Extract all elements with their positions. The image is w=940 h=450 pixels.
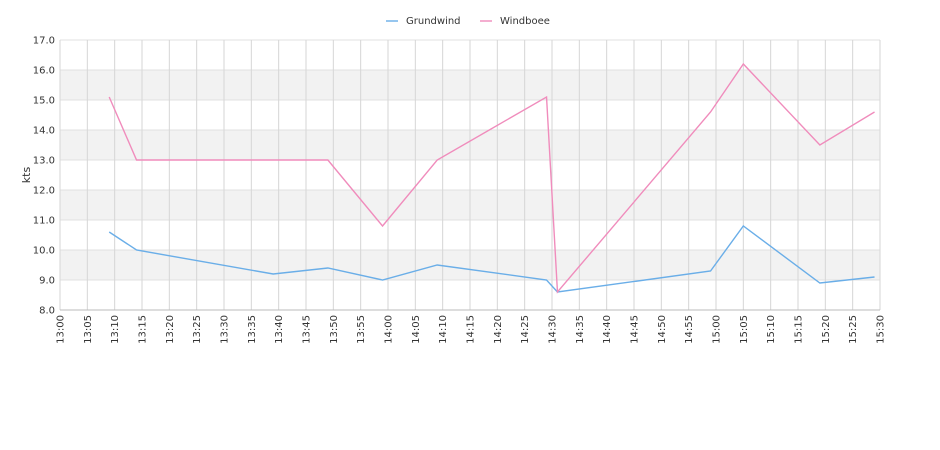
y-tick-label: 9.0 xyxy=(39,276,55,287)
y-tick-label: 8.0 xyxy=(39,306,55,317)
x-tick-label: 14:15 xyxy=(466,315,477,344)
y-tick-label: 11.0 xyxy=(33,216,55,227)
x-tick-label: 15:30 xyxy=(876,315,887,344)
line xyxy=(108,62,875,294)
legend-label: Grundwind xyxy=(406,16,461,27)
x-tick-label: 14:40 xyxy=(602,315,613,344)
x-tick-label: 14:50 xyxy=(657,315,668,344)
x-tick-label: 14:20 xyxy=(493,315,504,344)
x-tick-label: 15:00 xyxy=(712,315,723,344)
x-tick-label: 15:10 xyxy=(766,315,777,344)
x-tick-label: 13:25 xyxy=(192,315,203,344)
x-tick-label: 14:35 xyxy=(575,315,586,344)
x-tick-label: 14:25 xyxy=(520,315,531,344)
x-tick-label: 13:10 xyxy=(110,315,121,344)
x-tick-label: 14:05 xyxy=(411,315,422,344)
y-tick-label: 16.0 xyxy=(33,66,55,77)
x-tick-label: 14:30 xyxy=(548,315,559,344)
y-tick-label: 12.0 xyxy=(33,186,55,197)
x-tick-label: 13:05 xyxy=(83,315,94,344)
x-tick-label: 13:40 xyxy=(274,315,285,344)
x-tick-label: 15:15 xyxy=(794,315,805,344)
y-tick-label: 14.0 xyxy=(33,126,55,137)
x-tick-label: 13:45 xyxy=(302,315,313,344)
x-tick-label: 15:25 xyxy=(848,315,859,344)
x-tick-label: 13:30 xyxy=(220,315,231,344)
x-tick-label: 14:00 xyxy=(384,315,395,344)
y-tick-label: 10.0 xyxy=(33,246,55,257)
y-axis-label: kts xyxy=(20,167,33,184)
x-tick-label: 13:55 xyxy=(356,315,367,344)
y-tick-label: 15.0 xyxy=(33,96,55,107)
x-tick-label: 14:45 xyxy=(630,315,641,344)
x-tick-label: 15:05 xyxy=(739,315,750,344)
x-tick-label: 13:15 xyxy=(138,315,149,344)
x-tick-label: 14:55 xyxy=(684,315,695,344)
y-tick-label: 17.0 xyxy=(33,36,55,47)
x-tick-label: 15:20 xyxy=(821,315,832,344)
x-tick-label: 13:50 xyxy=(329,315,340,344)
x-tick-label: 14:10 xyxy=(438,315,449,344)
x-tick-label: 13:35 xyxy=(247,315,258,344)
y-tick-label: 13.0 xyxy=(33,156,55,167)
x-tick-label: 13:20 xyxy=(165,315,176,344)
legend-label: Windboee xyxy=(500,16,550,27)
x-tick-label: 13:00 xyxy=(56,315,67,344)
line xyxy=(108,225,875,293)
